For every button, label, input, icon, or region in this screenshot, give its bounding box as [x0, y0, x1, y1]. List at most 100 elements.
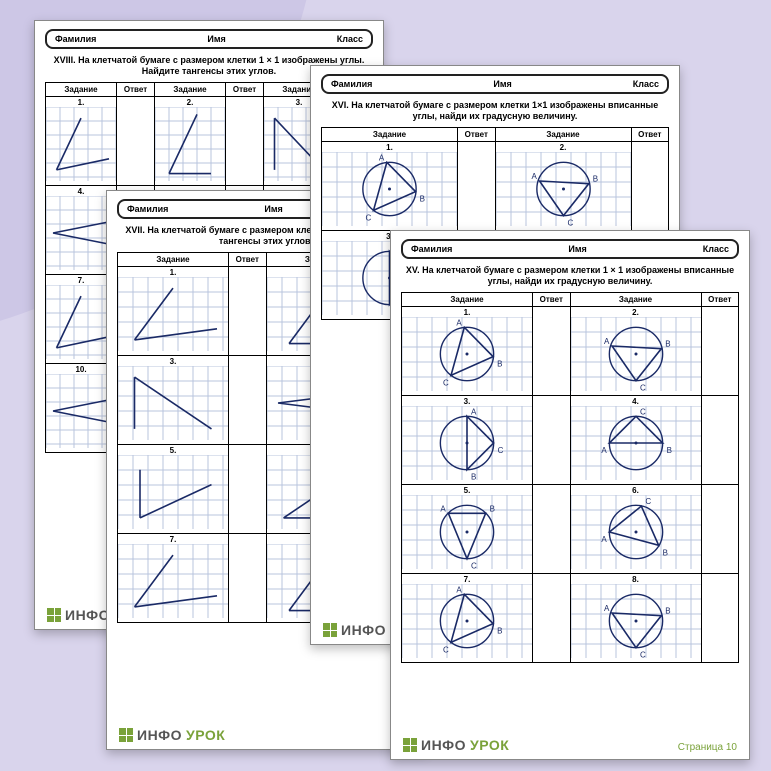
task-number: 1.: [78, 98, 85, 107]
answer-cell[interactable]: [533, 395, 571, 484]
task-cell: 7.A B C: [402, 573, 533, 662]
col-answer: Ответ: [533, 292, 571, 306]
task-number: 7.: [78, 276, 85, 285]
col-answer: Ответ: [701, 292, 739, 306]
col-task: Задание: [46, 82, 117, 96]
class-label: Класс: [633, 79, 659, 89]
svg-text:B: B: [665, 606, 670, 615]
task-number: 3.: [464, 397, 471, 406]
svg-text:C: C: [640, 650, 646, 657]
student-header: Фамилия Имя Класс: [401, 239, 739, 259]
task-cell: 5.: [118, 444, 229, 533]
svg-text:B: B: [420, 194, 425, 203]
svg-text:A: A: [601, 446, 607, 455]
student-header: Фамилия Имя Класс: [321, 74, 669, 94]
task-cell: 4.ABC: [570, 395, 701, 484]
task-number: 2.: [560, 143, 567, 152]
answer-cell[interactable]: [229, 355, 267, 444]
answer-cell[interactable]: [226, 96, 264, 185]
col-task: Задание: [155, 82, 226, 96]
task-number: 10.: [75, 365, 86, 374]
svg-text:A: A: [601, 535, 607, 544]
task-cell: 1.: [118, 266, 229, 355]
task-cell: 1.ABC: [402, 306, 533, 395]
answer-cell[interactable]: [533, 484, 571, 573]
svg-text:A: A: [604, 604, 610, 613]
task-cell: 2.ABC: [570, 306, 701, 395]
task-number: 1.: [386, 143, 393, 152]
col-task: Задание: [402, 292, 533, 306]
answer-cell[interactable]: [701, 484, 739, 573]
col-answer: Ответ: [229, 252, 267, 266]
col-answer: Ответ: [458, 127, 496, 141]
name-label: Имя: [264, 204, 282, 214]
answer-cell[interactable]: [229, 533, 267, 622]
answer-cell[interactable]: [631, 141, 669, 230]
brand-suffix: УРОК: [186, 727, 225, 743]
student-header: Фамилия Имя Класс: [45, 29, 373, 49]
svg-text:A: A: [456, 585, 462, 594]
svg-text:A: A: [440, 504, 446, 513]
name-label: Имя: [568, 244, 586, 254]
logo-icon: [323, 623, 337, 637]
surname-label: Фамилия: [55, 34, 96, 44]
task-cell: 1.ABC: [322, 141, 458, 230]
svg-text:A: A: [456, 318, 462, 327]
task-table: ЗаданиеОтветЗаданиеОтвет1.ABC2.ABC3.ABC4…: [401, 292, 739, 663]
task-number: 7.: [464, 575, 471, 584]
task-cell: 5.ABC: [402, 484, 533, 573]
svg-text:B: B: [471, 472, 476, 479]
svg-text:C: C: [443, 645, 449, 654]
brand-prefix: ИНФО: [65, 607, 110, 623]
task-number: 4.: [632, 397, 639, 406]
task-cell: 7.: [118, 533, 229, 622]
task-number: 2.: [632, 308, 639, 317]
svg-text:C: C: [567, 218, 573, 225]
task-number: 3.: [170, 357, 177, 366]
task-number: 1.: [170, 268, 177, 277]
brand-logo: ИНФОУРОК: [119, 727, 225, 743]
task-cell: 1.: [46, 96, 117, 185]
col-answer: Ответ: [631, 127, 669, 141]
svg-text:B: B: [497, 626, 502, 635]
svg-text:A: A: [471, 407, 477, 416]
instruction: XVI. На клетчатой бумаге с размером клет…: [321, 98, 669, 127]
col-task: Задание: [495, 127, 631, 141]
answer-cell[interactable]: [701, 395, 739, 484]
answer-cell[interactable]: [117, 96, 155, 185]
task-cell: 2.: [155, 96, 226, 185]
task-number: 4.: [78, 187, 85, 196]
answer-cell[interactable]: [701, 573, 739, 662]
svg-text:B: B: [497, 359, 502, 368]
worksheet-s4: Фамилия Имя Класс XV. На клетчатой бумаг…: [390, 230, 750, 760]
col-answer: Ответ: [117, 82, 155, 96]
answer-cell[interactable]: [229, 266, 267, 355]
svg-text:B: B: [665, 339, 670, 348]
answer-cell[interactable]: [533, 573, 571, 662]
svg-text:A: A: [531, 172, 537, 181]
task-cell: 6.ABC: [570, 484, 701, 573]
task-number: 2.: [187, 98, 194, 107]
col-answer: Ответ: [226, 82, 264, 96]
answer-cell[interactable]: [701, 306, 739, 395]
surname-label: Фамилия: [411, 244, 452, 254]
task-cell: 3.: [118, 355, 229, 444]
answer-cell[interactable]: [458, 141, 496, 230]
task-number: 1.: [464, 308, 471, 317]
answer-cell[interactable]: [533, 306, 571, 395]
col-task: Задание: [118, 252, 229, 266]
svg-text:B: B: [666, 446, 671, 455]
task-cell: 8.ABC: [570, 573, 701, 662]
answer-cell[interactable]: [229, 444, 267, 533]
task-cell: 3.ABC: [402, 395, 533, 484]
surname-label: Фамилия: [331, 79, 372, 89]
task-number: 5.: [464, 486, 471, 495]
col-task: Задание: [570, 292, 701, 306]
logo-icon: [403, 738, 417, 752]
task-number: 3.: [296, 98, 303, 107]
brand-prefix: ИНФО: [421, 737, 466, 753]
svg-text:B: B: [490, 504, 495, 513]
class-label: Класс: [337, 34, 363, 44]
svg-text:C: C: [645, 497, 651, 506]
svg-text:C: C: [640, 383, 646, 390]
